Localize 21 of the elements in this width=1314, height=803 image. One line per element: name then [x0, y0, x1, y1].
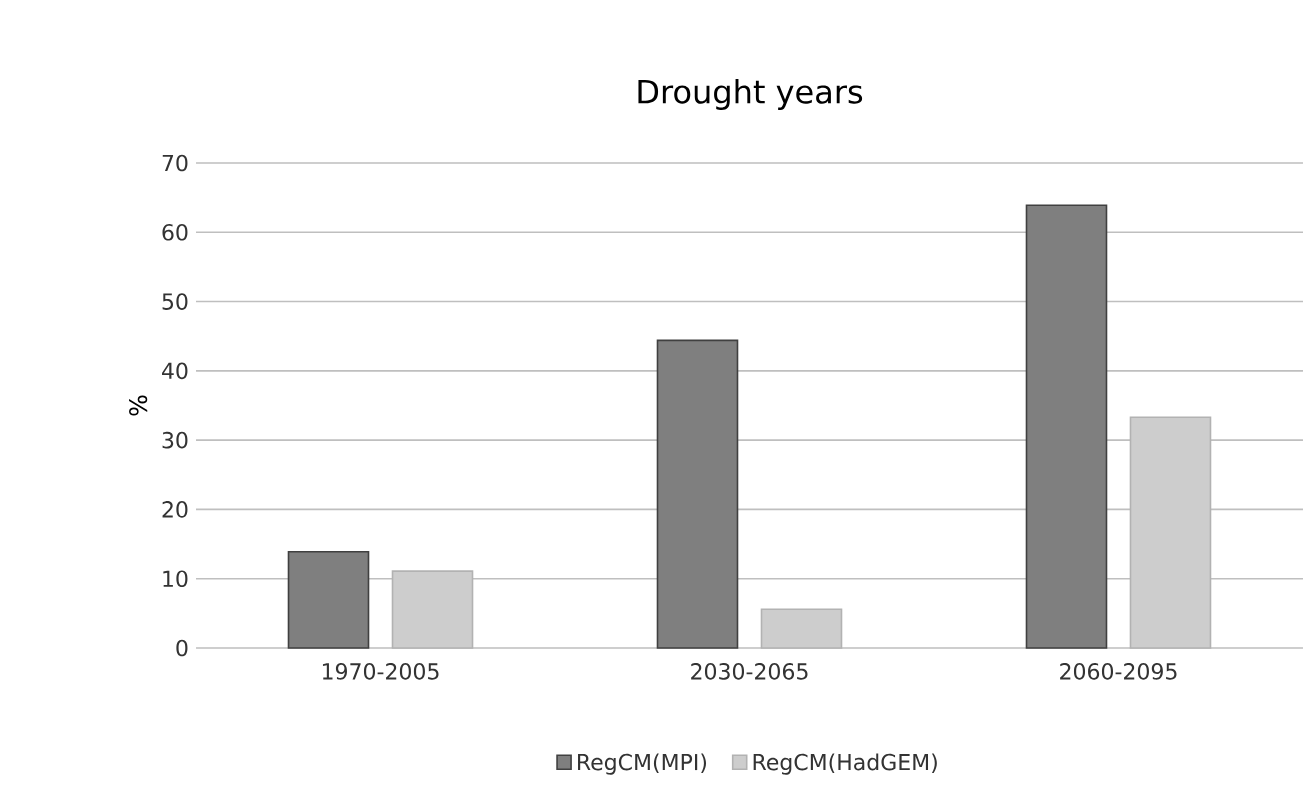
y-tick-label: 0	[176, 639, 188, 657]
chart-title: Drought years	[638, 79, 863, 110]
y-tick-label: 40	[162, 362, 188, 380]
bar	[760, 608, 843, 649]
y-tick-label: 60	[162, 223, 188, 241]
y-tick-label: 30	[162, 431, 188, 449]
bar	[391, 570, 474, 649]
bar	[656, 339, 739, 649]
y-axis-title: %	[129, 395, 148, 416]
y-tick-label: 70	[162, 154, 188, 172]
x-tick-label: 1970-2005	[322, 663, 439, 680]
legend-label: RegCM(MPI)	[578, 753, 707, 775]
bar	[287, 550, 370, 649]
y-tick-label: 50	[162, 293, 188, 310]
bar	[1025, 204, 1108, 649]
bar	[1129, 416, 1212, 649]
legend-label: RegCM(HadGEM)	[753, 753, 937, 775]
y-tick-label: 10	[163, 570, 188, 588]
x-tick-label: 2030-2065	[691, 663, 808, 680]
y-tick-label: 20	[162, 501, 188, 518]
x-tick-label: 2060-2095	[1060, 663, 1177, 680]
